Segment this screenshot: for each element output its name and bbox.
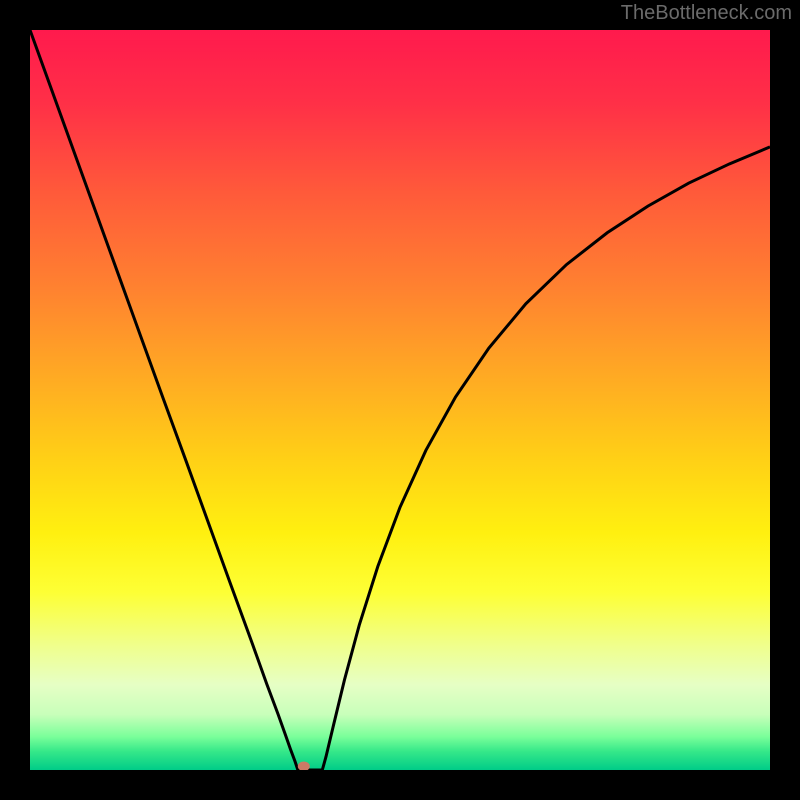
plot-background [30, 30, 770, 770]
curve-marker [298, 762, 310, 772]
bottleneck-chart [0, 0, 800, 800]
chart-frame: TheBottleneck.com [0, 0, 800, 800]
